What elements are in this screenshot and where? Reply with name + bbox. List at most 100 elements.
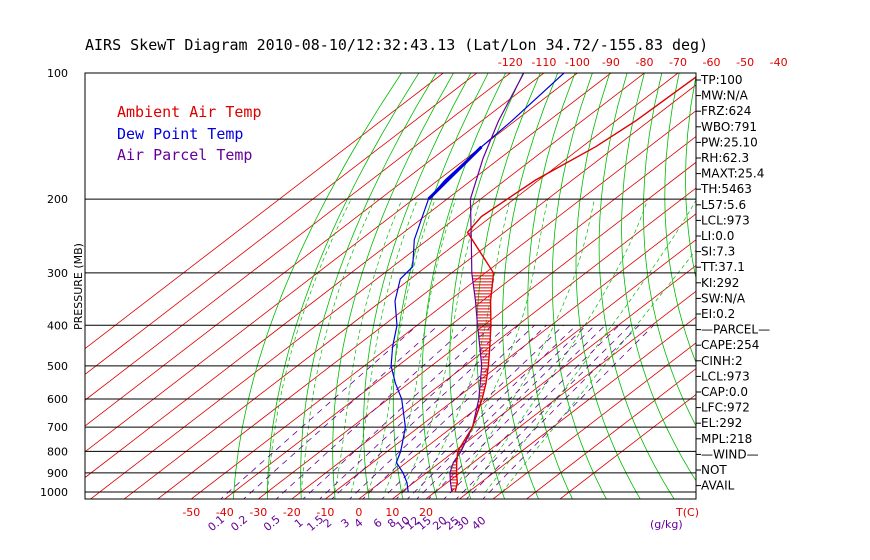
isotherm-line: [85, 73, 478, 375]
temp-tick-top: -50: [736, 56, 754, 69]
isotherm-line: [90, 73, 645, 499]
mixing-ratio-line: [381, 325, 564, 499]
index-item: CAP:0.0: [701, 385, 748, 399]
index-item: PW:25.10: [701, 135, 758, 149]
axes-frame: [84, 72, 697, 500]
isotherm-line: [85, 73, 578, 453]
air-parcel-temp-line: [449, 73, 525, 493]
mixing-ratio-line: [406, 325, 587, 499]
pressure-tick-label: 700: [47, 421, 68, 434]
mixing-ratio-unit-label: (g/kg): [650, 518, 683, 531]
isotherm-line: [526, 368, 696, 499]
index-item: —WIND—: [701, 447, 759, 461]
isotherm-line: [85, 73, 545, 427]
mixing-ratio-line: [302, 325, 493, 499]
temp-tick-bottom: -20: [283, 506, 301, 519]
dry-adiabat-line: [685, 73, 696, 280]
temp-tick-top: -110: [531, 56, 556, 69]
mixing-ratio-line: [243, 325, 439, 499]
moist-adiabat-line: [267, 198, 352, 493]
pressure-tick-label: 1000: [40, 486, 68, 499]
chart-title: AIRS SkewT Diagram 2010-08-10/12:32:43.1…: [85, 36, 708, 54]
isotherm-line: [392, 264, 696, 499]
mixing-ratio-line: [220, 324, 418, 499]
index-item: NOT: [701, 463, 727, 477]
temp-tick-top: -70: [669, 56, 687, 69]
mixing-ratio-line: [349, 325, 535, 499]
dry-adiabat-line: [233, 73, 402, 499]
index-item: CINH:2: [701, 354, 743, 368]
legend-dew-point-temp: Dew Point Temp: [117, 125, 243, 143]
pressure-tick-label: 200: [47, 193, 68, 206]
mixing-ratio-tick-label: 3: [338, 516, 352, 530]
mixing-ratio-line: [443, 325, 620, 499]
index-item: SI:7.3: [701, 245, 735, 259]
temp-tick-bottom: -10: [316, 506, 334, 519]
moist-adiabat-line: [384, 198, 457, 493]
pressure-tick-label: 500: [47, 360, 68, 373]
isotherm-line: [291, 187, 696, 499]
isotherm-line: [224, 136, 696, 499]
mixing-ratio-line: [319, 325, 508, 499]
temp-tick-bottom: -30: [249, 506, 267, 519]
dew-point-temp-thick-segment: [427, 145, 483, 201]
dry-adiabat-line: [764, 73, 870, 503]
dry-adiabat-line: [853, 73, 870, 503]
index-item: FRZ:624: [701, 104, 751, 118]
moist-adiabat-line: [417, 199, 511, 493]
dry-adiabat-line: [801, 73, 870, 503]
dry-adiabat-line: [835, 73, 870, 503]
pressure-tick-label: 800: [47, 445, 68, 458]
dew-point-temp-line: [390, 73, 565, 493]
pressure-tick-label: 400: [47, 319, 68, 332]
temp-tick-top: -40: [770, 56, 788, 69]
legend-air-parcel-temp: Air Parcel Temp: [117, 146, 252, 164]
pressure-tick-label: 300: [47, 267, 68, 280]
mixing-ratio-tick-label: 40: [469, 514, 488, 533]
series-layer: [390, 73, 696, 493]
index-item: MAXT:25.4: [701, 167, 764, 181]
index-item: WBO:791: [701, 120, 757, 134]
isotherm-line: [258, 161, 696, 499]
legend-ambient-air-temp: Ambient Air Temp: [117, 103, 262, 121]
mixing-ratio-line: [455, 325, 631, 499]
temp-tick-bottom: 20: [419, 506, 433, 519]
mixing-ratio-tick-label: 1: [292, 516, 306, 530]
dry-adiabat-line: [527, 73, 576, 499]
mixing-ratio-line: [362, 325, 547, 499]
temp-tick-bottom: -40: [216, 506, 234, 519]
index-item: CAPE:254: [701, 338, 759, 352]
isotherm-line: [358, 239, 696, 499]
temp-tick-top: -100: [565, 56, 590, 69]
index-item: TP:100: [700, 73, 743, 87]
moist-adiabat-line: [367, 198, 436, 493]
dry-adiabat-line: [782, 73, 870, 503]
y-axis-label: PRESSURE (MB): [72, 243, 85, 330]
mixing-ratio-tick-label: 4: [352, 516, 366, 530]
pressure-tick-label: 900: [47, 467, 68, 480]
temp-tick-bottom: 0: [355, 506, 362, 519]
plot-frame: [84, 72, 697, 500]
dry-adiabat-line: [818, 73, 870, 503]
isotherm-line: [459, 316, 696, 499]
temp-tick-top: -60: [703, 56, 721, 69]
index-item: AVAIL: [701, 479, 735, 493]
dry-adiabat-line: [643, 73, 696, 427]
temp-unit-label: T(C): [675, 506, 699, 519]
index-item: RH:62.3: [701, 151, 749, 165]
legend: Ambient Air Temp Dew Point Temp Air Parc…: [117, 103, 262, 164]
mixing-ratio-line: [416, 325, 596, 499]
index-item: MW:N/A: [701, 89, 749, 103]
index-item: LCL:973: [701, 213, 750, 227]
index-item: TH:5463: [700, 182, 752, 196]
temp-tick-top: -120: [498, 56, 523, 69]
index-item: EI:0.2: [701, 307, 735, 321]
isotherm-line: [559, 393, 696, 499]
isotherm-line: [85, 73, 511, 401]
temp-tick-bottom: 10: [385, 506, 399, 519]
index-item: SW:N/A: [701, 291, 746, 305]
isotherm-line: [85, 73, 444, 350]
pressure-tick-label: 600: [47, 393, 68, 406]
